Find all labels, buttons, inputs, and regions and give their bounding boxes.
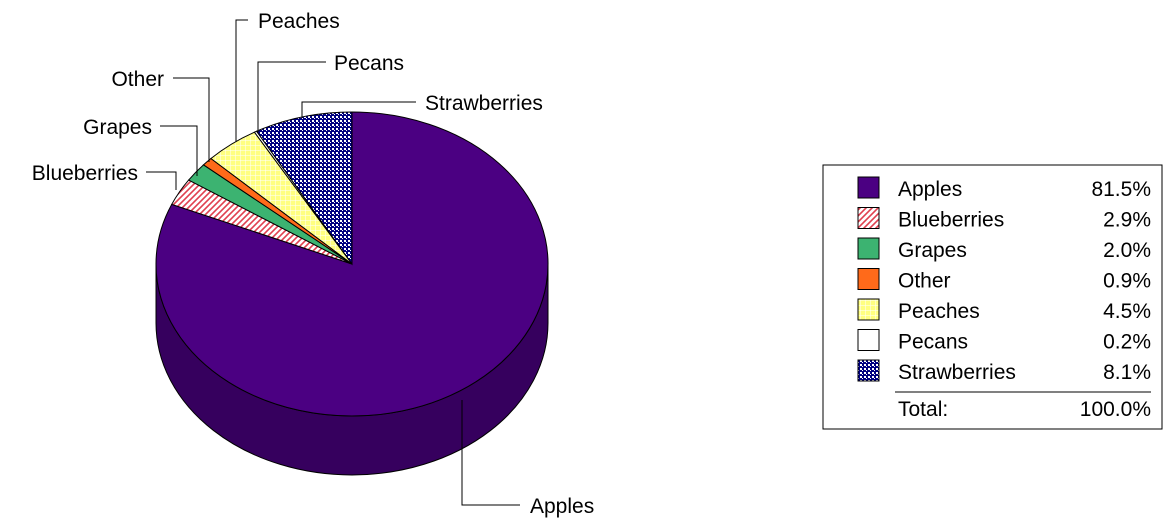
legend-name-strawberries: Strawberries [898,361,1016,384]
slice-label-peaches: Peaches [258,10,340,33]
legend-name-other: Other [898,270,951,293]
leader-grapes [160,125,198,176]
legend-swatch-blueberries [857,207,880,229]
legend-name-apples: Apples [898,178,962,201]
leader-other [173,77,210,162]
leader-blueberries [146,171,177,190]
slice-label-blueberries: Blueberries [32,162,138,185]
slice-labels: Apples Blueberries Grapes Other Peaches Pecan… [32,10,594,518]
slice-label-apples: Apples [530,495,594,518]
legend-value-strawberries: 8.1% [1103,361,1151,384]
slice-label-pecans: Pecans [334,52,404,75]
slice-label-grapes: Grapes [83,116,152,139]
legend-name-peaches: Peaches [898,300,980,323]
legend-swatch-apples [857,176,880,199]
leader-strawberries [301,101,416,118]
legend-total-label: Total: [898,398,948,421]
pie-group [155,111,549,476]
legend-value-peaches: 4.5% [1103,300,1151,323]
legend-value-grapes: 2.0% [1103,239,1151,262]
leader-pecans [257,61,326,132]
slice-label-strawberries: Strawberries [425,92,543,115]
leader-peaches [235,19,248,142]
legend-frame [822,164,1163,430]
legend-swatch-peaches [857,298,880,321]
leader-apples [461,400,520,506]
legend-name-grapes: Grapes [898,239,967,262]
legend-value-pecans: 0.2% [1103,331,1151,354]
legend-swatch-strawberries [857,359,880,382]
legend-swatch-pecans [857,329,880,351]
legend: Apples 81.5% Blueberries 2.9% Grapes 2.0% Othe… [822,164,1163,430]
legend-swatch-grapes [857,237,880,260]
legend-value-other: 0.9% [1103,270,1151,293]
legend-swatch-other [857,268,880,290]
legend-value-apples: 81.5% [1091,178,1151,201]
legend-name-pecans: Pecans [898,331,968,354]
legend-value-blueberries: 2.9% [1103,209,1151,232]
legend-total-value: 100.0% [1080,398,1151,421]
legend-name-blueberries: Blueberries [898,209,1004,232]
slice-label-other: Other [111,68,164,91]
